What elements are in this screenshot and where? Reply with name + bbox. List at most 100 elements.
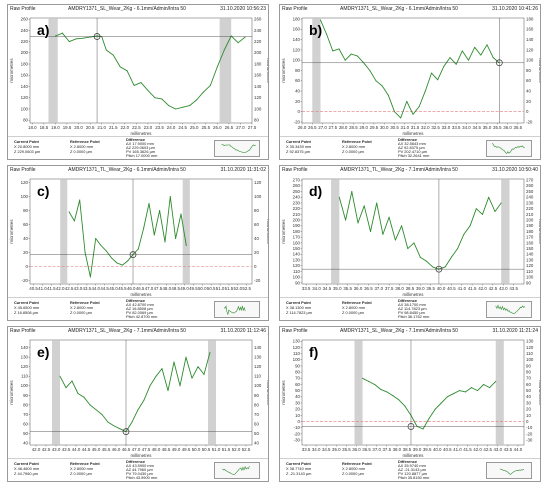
- y-tick-label: 120: [293, 263, 301, 268]
- reference-point-info: Reference Point X 2.8000 mm Z 0.0000 µm: [342, 461, 372, 476]
- profile-point: [82, 37, 84, 39]
- profile-point: [468, 59, 469, 61]
- y-tick-label-right: 80: [526, 68, 531, 73]
- y-tick-label: 140: [293, 37, 301, 42]
- info-value: Z 16.8508 µm: [14, 310, 39, 315]
- profile-point: [412, 113, 414, 115]
- y-tick-label: 260: [293, 183, 301, 188]
- profile-point: [89, 276, 91, 278]
- info-value: ΔX 43.5900 mm: [126, 462, 154, 468]
- cursor-marker[interactable]: [407, 423, 415, 430]
- x-tick-label: 51.0: [212, 447, 221, 452]
- thumbnail-line: [499, 468, 525, 475]
- y-tick-label: 80: [23, 402, 28, 407]
- x-tick-label: 21.5: [109, 125, 118, 130]
- profile-point: [382, 233, 384, 235]
- x-tick-label: 42.0: [56, 286, 65, 291]
- profile-point: [149, 385, 151, 387]
- y-tick-label-right: 220: [526, 206, 534, 211]
- profile-point: [95, 238, 97, 239]
- y-tick-label: 40: [295, 394, 300, 399]
- y-axis-label: micrometres: [281, 58, 286, 83]
- cursor-marker[interactable]: [495, 59, 503, 67]
- info-value: X 2.8000 mm: [70, 305, 94, 310]
- y-tick-label-right: 100: [526, 357, 534, 362]
- thumbnail-line: [221, 144, 256, 153]
- y-tick-label-right: 20: [254, 250, 259, 255]
- plot-frame: [301, 17, 525, 124]
- y-tick-label-right: 260: [254, 17, 262, 22]
- y-tick-label-right: 40: [526, 88, 531, 93]
- profile-thumbnail[interactable]: [214, 301, 260, 318]
- profile-point: [344, 59, 346, 61]
- y-tick-label-right: 60: [254, 222, 259, 227]
- x-tick-label: 40.5: [443, 447, 452, 452]
- y-tick-label-right: 120: [254, 180, 262, 185]
- profile-thumbnail[interactable]: [486, 462, 532, 479]
- y-tick-label-right: 100: [254, 194, 262, 199]
- profile-point: [83, 396, 85, 398]
- profile-point: [100, 245, 102, 246]
- x-tick-label: 34.5: [472, 125, 481, 130]
- window-title: Raw Profile: [10, 167, 36, 173]
- y-tick-label-right: -30: [526, 437, 533, 442]
- reference-point-info: Reference Point X 2.8000 mm Z 0.0000 µm: [342, 139, 372, 154]
- profile-point: [140, 82, 142, 84]
- y-tick-label: 60: [295, 382, 300, 387]
- info-value: X 2.8000 mm: [70, 144, 94, 149]
- cursor-marker[interactable]: [435, 265, 443, 273]
- info-heading: Reference Point: [70, 461, 100, 466]
- y-tick-label-right: 80: [254, 402, 259, 407]
- current-point-info: Current Point X 35.3439 mm Z 92.8375 µm: [286, 139, 311, 154]
- cursor-marker[interactable]: [93, 33, 101, 40]
- chart-panel: Raw Profile AMDRY1371_SL_Wear_2Kg - 6.1mm…: [279, 4, 541, 160]
- info-value: Pitch 32.2641 mm: [398, 152, 430, 158]
- y-tick-label-right: 60: [526, 382, 531, 387]
- profile-point: [419, 256, 421, 258]
- x-axis-label: millimetres: [131, 292, 153, 297]
- info-value: Z 0.0000 µm: [342, 471, 364, 476]
- profile-thumbnail[interactable]: [214, 140, 260, 157]
- x-tick-label: 43.5: [504, 447, 513, 452]
- profile-point: [113, 425, 115, 427]
- profile-point: [449, 57, 451, 59]
- profile-thumbnail[interactable]: [486, 301, 532, 318]
- profile-point: [137, 248, 139, 250]
- profile-point: [320, 19, 321, 21]
- x-tick-label: 42.0: [473, 447, 482, 452]
- profile-point: [424, 90, 426, 92]
- profile-point: [363, 205, 365, 207]
- x-tick-label: 42.5: [483, 447, 492, 452]
- y-tick-label-right: 60: [526, 78, 531, 83]
- profile-point: [464, 391, 466, 393]
- thumbnail-profile: [223, 305, 246, 316]
- info-value: ΔZ 44.7960 µm: [126, 466, 153, 472]
- x-tick-label: 40.0: [433, 447, 442, 452]
- profile-thumbnail[interactable]: [214, 462, 260, 479]
- thumbnail-profile: [495, 304, 526, 314]
- profile-point: [230, 35, 232, 37]
- y-tick-label: 50: [295, 388, 300, 393]
- panel-label: f): [309, 344, 318, 360]
- info-value: ΔZ -21.3143 µm: [398, 466, 426, 472]
- profile-point: [168, 105, 170, 107]
- y-tick-label-right: -10: [526, 425, 533, 430]
- profile-point: [489, 387, 491, 389]
- info-value: Z 44.7960 µm: [14, 471, 39, 476]
- thumbnail-line: [495, 304, 526, 314]
- x-tick-label: 34.0: [312, 447, 321, 452]
- cursor-marker[interactable]: [129, 251, 137, 258]
- profile-point: [161, 98, 163, 100]
- y-tick-label-right: 100: [526, 275, 534, 280]
- point-info-strip: Current Point X 38.1300 mm Z 114.7823 µm Re…: [280, 297, 540, 320]
- info-value: X 2.8000 mm: [342, 144, 366, 149]
- y-tick-label-right: 80: [254, 208, 259, 213]
- profile-point: [179, 385, 181, 387]
- cursor-marker[interactable]: [122, 428, 130, 435]
- y-axis-label: micrometres: [9, 58, 14, 83]
- timestamp: 31.10.2020 11:12:46: [220, 328, 266, 334]
- x-tick-label: 46.5: [136, 286, 145, 291]
- x-tick-label: 42.5: [489, 286, 498, 291]
- profile-thumbnail[interactable]: [486, 140, 532, 157]
- profile-point: [101, 413, 103, 415]
